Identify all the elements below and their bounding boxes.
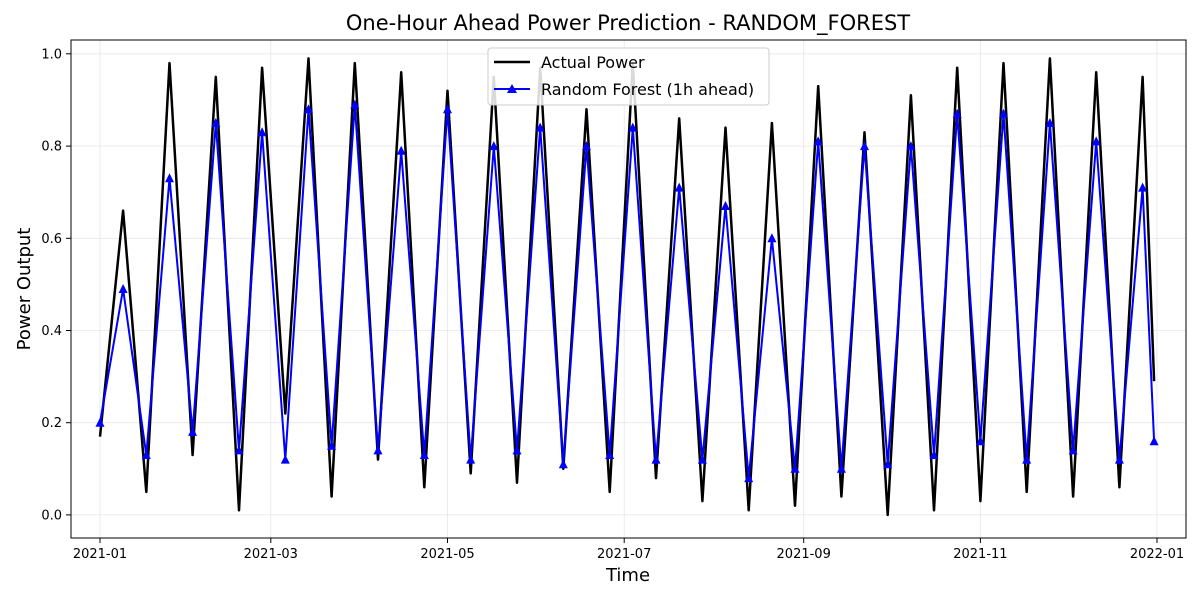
data-point-random-forest-1h-ahead [512,445,522,455]
data-point-random-forest-1h-ahead [628,122,638,132]
data-point-random-forest-1h-ahead [651,454,661,464]
data-point-random-forest-1h-ahead [1138,182,1148,192]
chart-title: One-Hour Ahead Power Prediction - RANDOM… [346,11,910,36]
x-tick-label: 2022-01 [1130,547,1184,562]
data-point-random-forest-1h-ahead [443,104,452,114]
data-point-random-forest-1h-ahead [558,459,568,469]
data-point-random-forest-1h-ahead [118,284,128,293]
legend: Actual Power Random Forest (1h ahead) [487,47,770,106]
data-point-random-forest-1h-ahead [674,182,684,192]
data-point-random-forest-1h-ahead [211,118,221,127]
legend-label-actual-power: Actual Power [541,53,645,72]
data-point-random-forest-1h-ahead [141,450,151,459]
data-point-random-forest-1h-ahead [605,450,615,459]
data-point-random-forest-1h-ahead [790,463,800,473]
data-point-random-forest-1h-ahead [906,141,916,151]
data-point-random-forest-1h-ahead [1091,136,1101,146]
x-tick-label: 2021-11 [953,547,1007,562]
y-tick-label: 0.8 [41,140,62,155]
plot-frame [70,39,1187,539]
data-point-random-forest-1h-ahead [535,122,545,132]
x-axis: 2021-01 2021-03 2021-05 2021-07 2021-09 2021-… [73,538,1184,562]
x-tick-label: 2021-01 [73,547,127,562]
data-point-random-forest-1h-ahead [860,141,869,151]
data-point-random-forest-1h-ahead [883,459,893,469]
data-point-random-forest-1h-ahead [257,127,267,137]
data-point-random-forest-1h-ahead [744,473,754,483]
data-point-random-forest-1h-ahead [327,440,337,450]
data-point-random-forest-1h-ahead [396,145,406,155]
data-point-random-forest-1h-ahead [1045,118,1055,127]
data-point-random-forest-1h-ahead [1114,454,1124,464]
data-point-random-forest-1h-ahead [836,463,846,473]
data-point-random-forest-1h-ahead [373,445,383,455]
data-point-random-forest-1h-ahead [697,454,707,464]
data-point-random-forest-1h-ahead [188,426,198,436]
legend-box [487,47,770,106]
data-point-random-forest-1h-ahead [999,108,1008,118]
y-axis: 0.0 0.2 0.4 0.6 0.8 1.0 [41,47,71,523]
legend-label-random-forest: Random Forest (1h ahead) [541,80,754,99]
data-point-random-forest-1h-ahead [280,454,290,464]
y-axis-title: Power Output [14,228,35,351]
data-point-random-forest-1h-ahead [952,108,962,118]
x-axis-title: Time [605,565,650,586]
data-point-random-forest-1h-ahead [95,417,105,427]
x-tick-label: 2021-05 [420,547,474,562]
data-point-random-forest-1h-ahead [419,450,429,459]
y-tick-label: 0.2 [41,416,62,431]
data-point-random-forest-1h-ahead [1022,454,1032,464]
data-point-random-forest-1h-ahead [721,201,730,210]
data-point-random-forest-1h-ahead [304,104,313,114]
x-tick-label: 2021-07 [597,547,651,562]
data-point-random-forest-1h-ahead [767,233,777,243]
y-tick-label: 0.6 [41,232,62,247]
data-point-random-forest-1h-ahead [466,454,476,464]
data-point-random-forest-1h-ahead [1068,445,1078,455]
data-point-random-forest-1h-ahead [1149,436,1159,446]
data-point-random-forest-1h-ahead [489,141,499,151]
x-tick-label: 2021-03 [244,547,298,562]
y-tick-label: 1.0 [41,47,62,62]
legend-marker-random-forest [507,84,517,93]
data-point-random-forest-1h-ahead [350,99,360,109]
data-point-random-forest-1h-ahead [582,141,591,151]
data-point-random-forest-1h-ahead [234,445,244,455]
y-tick-label: 0.0 [41,508,62,523]
y-tick-label: 0.4 [41,324,62,339]
x-tick-label: 2021-09 [777,547,831,562]
plot-area [71,40,1186,538]
data-point-random-forest-1h-ahead [975,436,985,446]
data-point-random-forest-1h-ahead [813,136,823,146]
data-point-random-forest-1h-ahead [929,450,939,459]
data-point-random-forest-1h-ahead [165,173,174,183]
